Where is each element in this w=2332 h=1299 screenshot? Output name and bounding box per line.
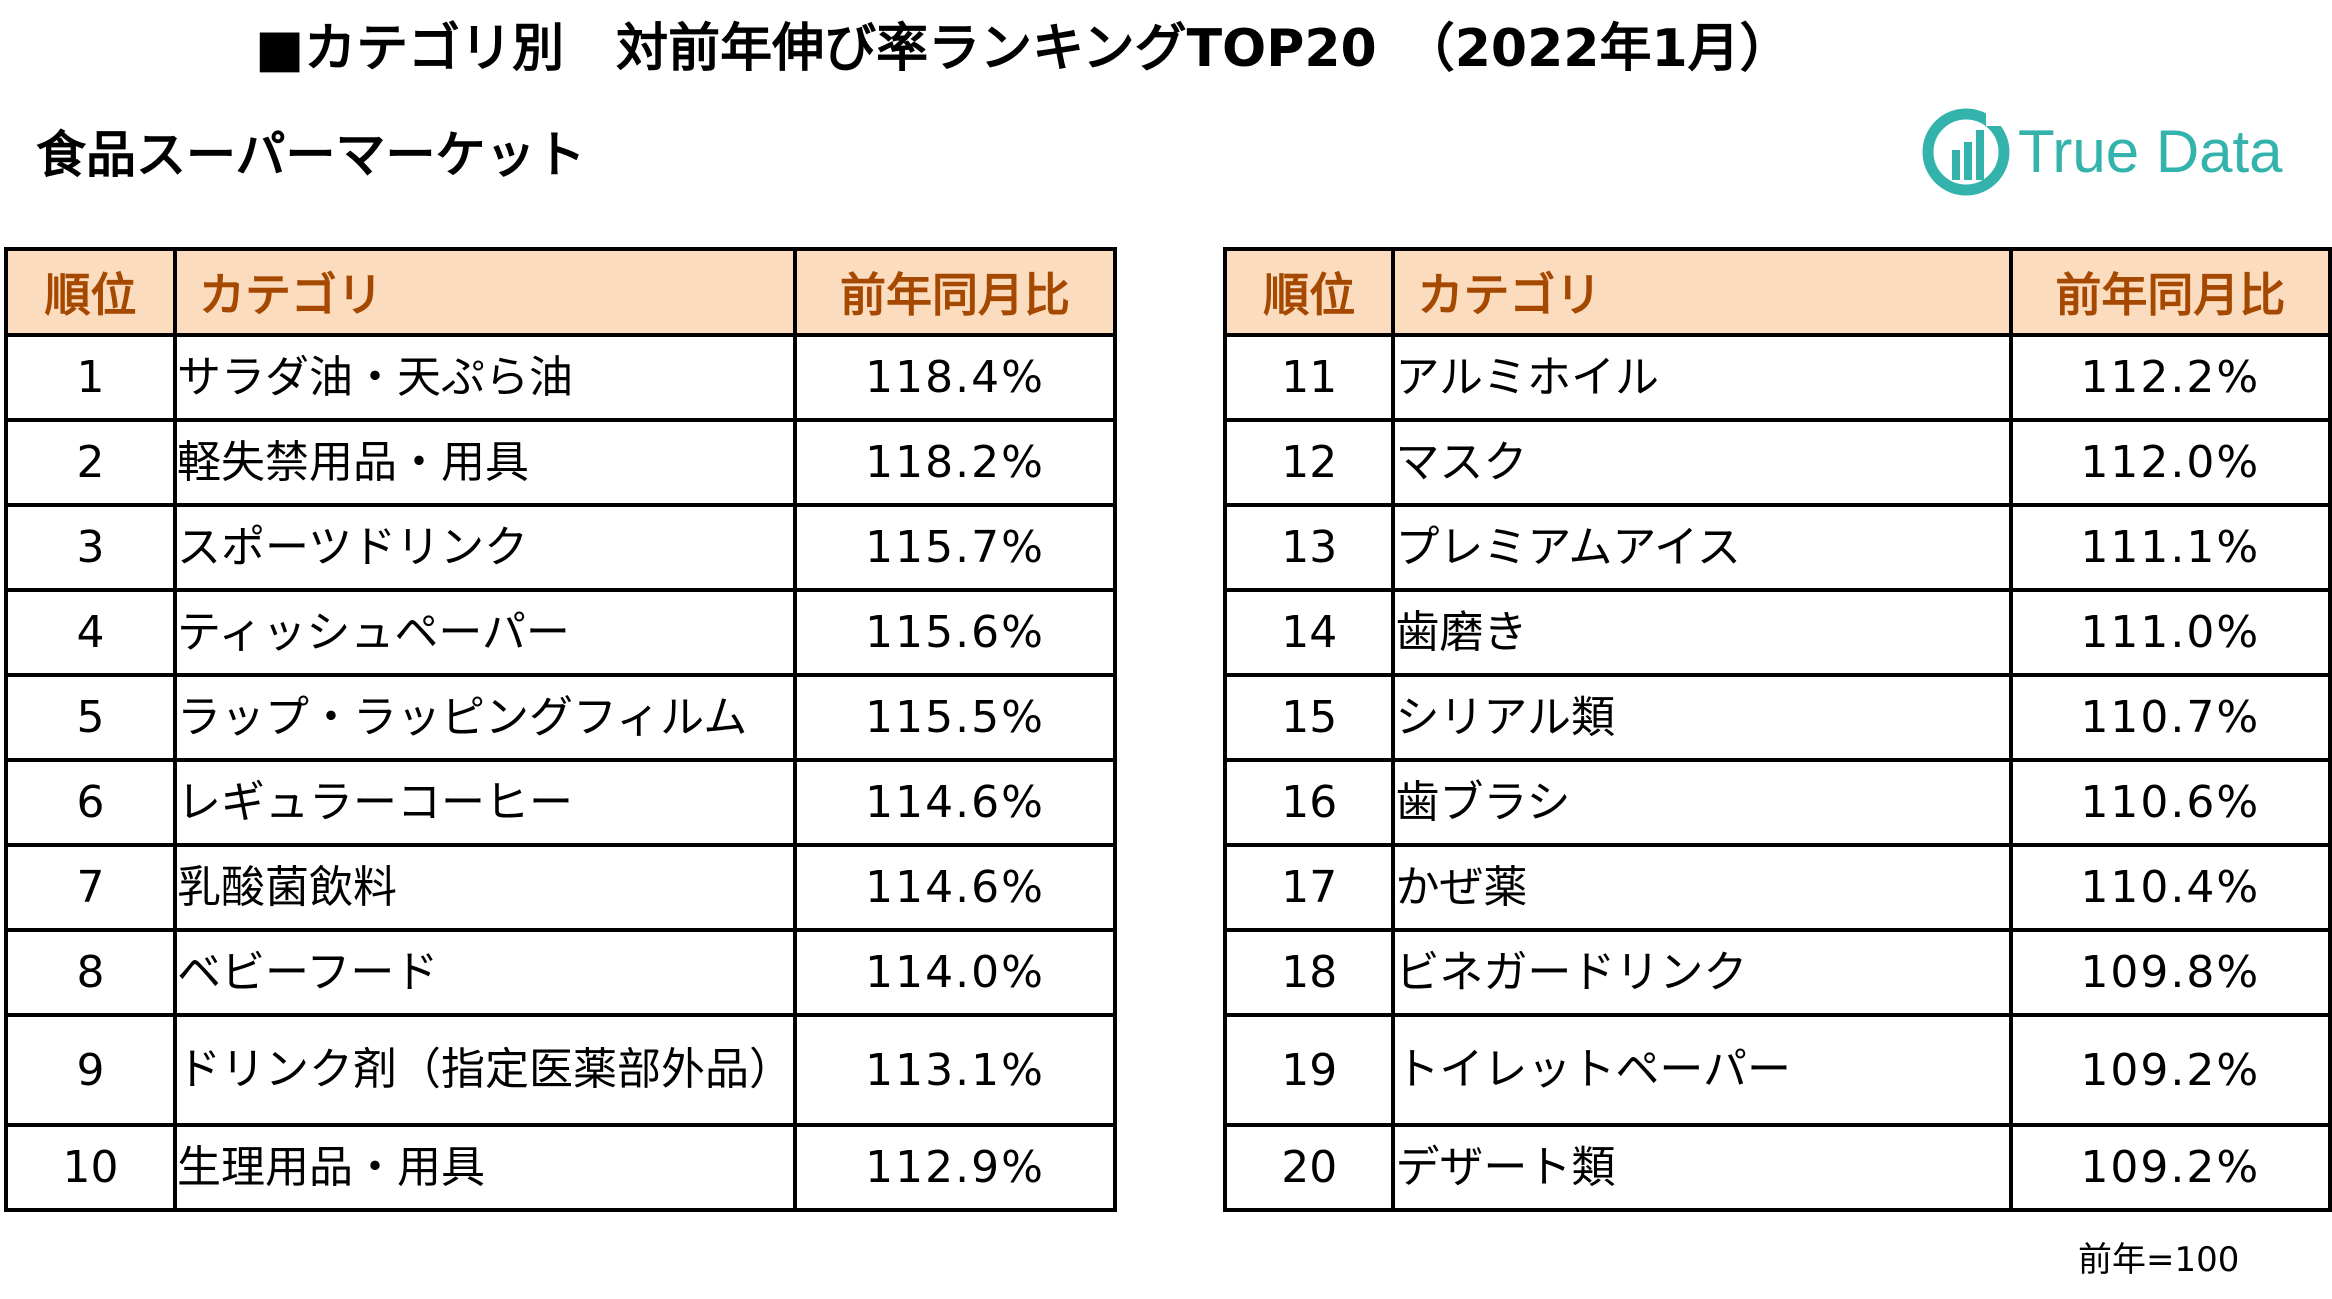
yoy-value-cell: 114.6% — [793, 843, 1117, 932]
rank-cell: 6 — [4, 758, 177, 847]
rank-cell: 17 — [1222, 843, 1396, 932]
yoy-value-cell: 114.0% — [793, 928, 1117, 1017]
col-header-category: カテゴリ — [1391, 247, 2013, 337]
rank-cell: 12 — [1222, 418, 1396, 507]
table-row: 9 ドリンク剤（指定医薬部外品） 113.1% — [4, 1013, 1117, 1127]
table-row: 1 サラダ油・天ぷら油 118.4% — [4, 333, 1117, 422]
table-row: 2 軽失禁用品・用具 118.2% — [4, 418, 1117, 507]
category-cell: ドリンク剤（指定医薬部外品） — [173, 1013, 797, 1127]
yoy-value-cell: 118.4% — [793, 333, 1117, 422]
table-row: 17 かぜ薬 110.4% — [1222, 843, 2332, 932]
category-cell: トイレットペーパー — [1391, 1013, 2013, 1127]
yoy-value-cell: 115.7% — [793, 503, 1117, 592]
category-cell: 生理用品・用具 — [173, 1123, 797, 1212]
rank-cell: 7 — [4, 843, 177, 932]
table-row: 5 ラップ・ラッピングフィルム 115.5% — [4, 673, 1117, 762]
rank-cell: 1 — [4, 333, 177, 422]
category-cell: かぜ薬 — [1391, 843, 2013, 932]
category-cell: レギュラーコーヒー — [173, 758, 797, 847]
yoy-value-cell: 111.0% — [2008, 588, 2332, 677]
rank-cell: 20 — [1222, 1123, 1396, 1212]
table-row: 7 乳酸菌飲料 114.6% — [4, 843, 1117, 932]
rank-cell: 5 — [4, 673, 177, 762]
category-cell: サラダ油・天ぷら油 — [173, 333, 797, 422]
table-row: 6 レギュラーコーヒー 114.6% — [4, 758, 1117, 847]
ranking-table-right: 順位 カテゴリ 前年同月比 11 アルミホイル 112.2% 12 マスク 112.0% 1… — [1222, 247, 2332, 1212]
yoy-value-cell: 111.1% — [2008, 503, 2332, 592]
table-row: 19 トイレットペーパー 109.2% — [1222, 1013, 2332, 1127]
table-row: 20 デザート類 109.2% — [1222, 1123, 2332, 1212]
table-row: 14 歯磨き 111.0% — [1222, 588, 2332, 677]
category-cell: ティッシュペーパー — [173, 588, 797, 677]
rank-cell: 11 — [1222, 333, 1396, 422]
table-row: 8 ベビーフード 114.0% — [4, 928, 1117, 1017]
truedata-logo-icon — [1922, 108, 2010, 196]
yoy-value-cell: 112.9% — [793, 1123, 1117, 1212]
page-title: ■カテゴリ別 対前年伸び率ランキングTOP20 （2022年1月） — [255, 19, 1792, 79]
category-cell: スポーツドリンク — [173, 503, 797, 592]
table-row: 10 生理用品・用具 112.9% — [4, 1123, 1117, 1212]
yoy-value-cell: 114.6% — [793, 758, 1117, 847]
col-header-rank: 順位 — [4, 247, 177, 337]
category-cell: ベビーフード — [173, 928, 797, 1017]
yoy-value-cell: 110.6% — [2008, 758, 2332, 847]
col-header-yoy: 前年同月比 — [793, 247, 1117, 337]
rank-cell: 19 — [1222, 1013, 1396, 1127]
yoy-value-cell: 110.4% — [2008, 843, 2332, 932]
yoy-value-cell: 109.8% — [2008, 928, 2332, 1017]
ranking-table-left: 順位 カテゴリ 前年同月比 1 サラダ油・天ぷら油 118.4% 2 軽失禁用品・用具 1… — [4, 247, 1117, 1212]
rank-cell: 4 — [4, 588, 177, 677]
table-row: 13 プレミアムアイス 111.1% — [1222, 503, 2332, 592]
category-cell: ラップ・ラッピングフィルム — [173, 673, 797, 762]
table-row: 16 歯ブラシ 110.6% — [1222, 758, 2332, 847]
table-row: 18 ビネガードリンク 109.8% — [1222, 928, 2332, 1017]
yoy-value-cell: 118.2% — [793, 418, 1117, 507]
category-cell: デザート類 — [1391, 1123, 2013, 1212]
rank-cell: 9 — [4, 1013, 177, 1127]
rank-cell: 15 — [1222, 673, 1396, 762]
rank-cell: 10 — [4, 1123, 177, 1212]
rank-cell: 16 — [1222, 758, 1396, 847]
category-cell: プレミアムアイス — [1391, 503, 2013, 592]
table-row: 4 ティッシュペーパー 115.6% — [4, 588, 1117, 677]
rank-cell: 8 — [4, 928, 177, 1017]
col-header-category: カテゴリ — [173, 247, 797, 337]
table-row: 15 シリアル類 110.7% — [1222, 673, 2332, 762]
category-cell: 軽失禁用品・用具 — [173, 418, 797, 507]
yoy-value-cell: 112.0% — [2008, 418, 2332, 507]
table-header-row: 順位 カテゴリ 前年同月比 — [4, 247, 1117, 337]
category-cell: 歯磨き — [1391, 588, 2013, 677]
col-header-rank: 順位 — [1222, 247, 1396, 337]
category-cell: 乳酸菌飲料 — [173, 843, 797, 932]
rank-cell: 14 — [1222, 588, 1396, 677]
yoy-value-cell: 115.5% — [793, 673, 1117, 762]
category-cell: ビネガードリンク — [1391, 928, 2013, 1017]
rank-cell: 13 — [1222, 503, 1396, 592]
table-row: 3 スポーツドリンク 115.7% — [4, 503, 1117, 592]
rank-cell: 3 — [4, 503, 177, 592]
yoy-value-cell: 109.2% — [2008, 1013, 2332, 1127]
table-row: 11 アルミホイル 112.2% — [1222, 333, 2332, 422]
table-row: 12 マスク 112.0% — [1222, 418, 2332, 507]
yoy-value-cell: 110.7% — [2008, 673, 2332, 762]
category-cell: アルミホイル — [1391, 333, 2013, 422]
rank-cell: 2 — [4, 418, 177, 507]
col-header-yoy: 前年同月比 — [2008, 247, 2332, 337]
yoy-value-cell: 113.1% — [793, 1013, 1117, 1127]
category-cell: シリアル類 — [1391, 673, 2013, 762]
category-cell: 歯ブラシ — [1391, 758, 2013, 847]
yoy-value-cell: 109.2% — [2008, 1123, 2332, 1212]
footnote: 前年=100 — [2078, 1240, 2240, 1280]
table-header-row: 順位 カテゴリ 前年同月比 — [1222, 247, 2332, 337]
rank-cell: 18 — [1222, 928, 1396, 1017]
logo-text: True Data — [2018, 118, 2283, 185]
yoy-value-cell: 115.6% — [793, 588, 1117, 677]
page-subtitle: 食品スーパーマーケット — [36, 126, 586, 184]
yoy-value-cell: 112.2% — [2008, 333, 2332, 422]
category-cell: マスク — [1391, 418, 2013, 507]
